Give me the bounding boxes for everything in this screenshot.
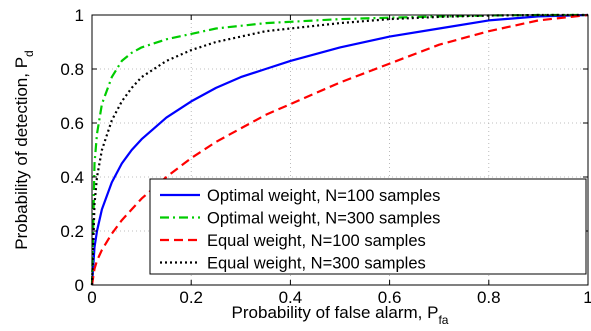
x-axis-label: Probability of false alarm, Pfa bbox=[232, 303, 449, 327]
legend-label-3: Equal weight, N=100 samples bbox=[207, 232, 426, 250]
x-tick-label: 0.2 bbox=[179, 288, 203, 307]
x-axis-label-sub: fa bbox=[438, 313, 448, 327]
y-tick-label: 0.6 bbox=[60, 114, 84, 133]
x-tick-label: 0.8 bbox=[477, 288, 501, 307]
series-line-4 bbox=[90, 13, 588, 286]
y-tick-label: 0.4 bbox=[60, 168, 84, 187]
legend-label-4: Equal weight, N=300 samples bbox=[207, 255, 426, 273]
x-tick-label: 0 bbox=[87, 288, 96, 307]
x-tick-label: 1 bbox=[583, 288, 591, 307]
legend-label-1: Optimal weight, N=100 samples bbox=[207, 187, 440, 205]
y-tick-label: 1 bbox=[75, 6, 84, 25]
y-axis-label: Probability of detection, Pd bbox=[12, 50, 36, 249]
y-tick-label: 0.2 bbox=[60, 222, 84, 241]
x-tick-label: 0.6 bbox=[378, 288, 402, 307]
ticks bbox=[91, 14, 589, 286]
series-line-1 bbox=[90, 13, 589, 286]
x-tick-label: 0.4 bbox=[279, 288, 303, 307]
legend: Optimal weight, N=100 samples Optimal wei… bbox=[149, 178, 587, 275]
y-tick-label: 0.8 bbox=[60, 60, 84, 79]
y-axis-label-sub: d bbox=[22, 50, 36, 57]
plot-frame bbox=[91, 14, 589, 286]
y-tick-label: 0 bbox=[75, 276, 84, 295]
series-line-2 bbox=[90, 13, 588, 286]
legend-label-2: Optimal weight, N=300 samples bbox=[207, 210, 440, 228]
legend-box bbox=[149, 178, 587, 275]
tick-labels: 0 0.2 0.4 0.6 0.8 1 0 0.2 0.4 0.6 0.8 1 bbox=[60, 6, 591, 307]
series-layer bbox=[90, 13, 589, 286]
